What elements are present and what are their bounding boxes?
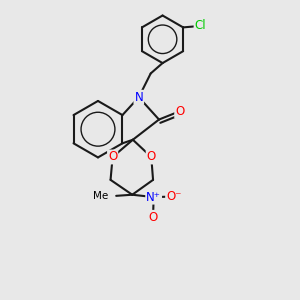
Text: O: O (147, 151, 156, 164)
Text: Cl: Cl (195, 20, 206, 32)
Text: O: O (108, 151, 117, 164)
Text: O⁻: O⁻ (166, 190, 182, 203)
Text: O: O (175, 105, 184, 118)
Text: Me: Me (93, 191, 109, 201)
Text: N⁺: N⁺ (146, 190, 161, 204)
Text: N: N (134, 91, 143, 104)
Text: O: O (148, 211, 158, 224)
